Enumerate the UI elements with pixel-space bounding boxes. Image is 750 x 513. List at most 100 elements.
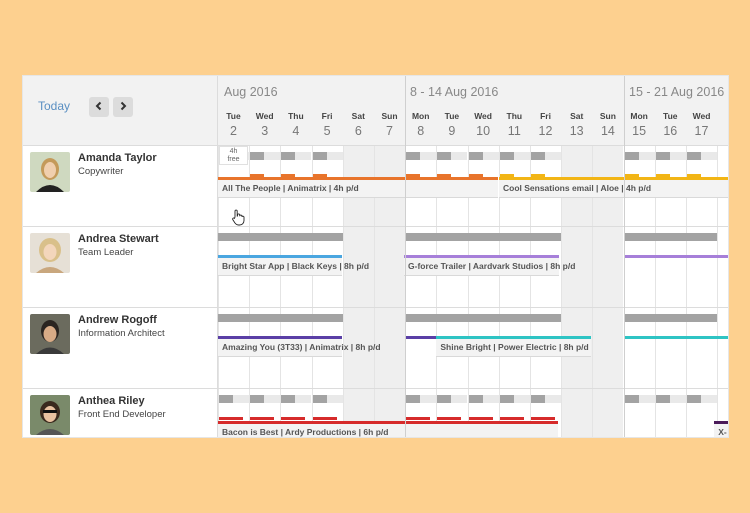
week-label: 15 - 21 Aug 2016 xyxy=(629,85,725,99)
availability-segment xyxy=(623,314,655,322)
day-number: 4 xyxy=(292,124,300,138)
day-number: 6 xyxy=(354,124,362,138)
availability-segment xyxy=(326,395,343,403)
availability-segment xyxy=(654,233,686,241)
availability-segment xyxy=(624,152,639,160)
availability-segment xyxy=(312,152,327,160)
availability-segment xyxy=(264,395,281,403)
project-continuation-strip xyxy=(405,336,437,339)
day-column[interactable] xyxy=(249,146,280,437)
availability-segment xyxy=(405,314,437,322)
day-number: 16 xyxy=(663,124,678,138)
project-assignment-bar[interactable]: Bacon is Best | Ardy Productions | 6h p/… xyxy=(218,421,558,437)
project-assignment-bar[interactable]: All The People | Animatrix | 4h p/d xyxy=(218,177,498,198)
person-name: Anthea Riley xyxy=(78,395,145,407)
availability-segment xyxy=(406,395,421,403)
availability-segment xyxy=(467,233,499,241)
project-assignment-bar[interactable]: Amazing You (3T33) | Animatrix | 8h p/d xyxy=(218,336,381,357)
availability-segment xyxy=(436,233,468,241)
availability-segment xyxy=(531,152,545,160)
allocation-marker xyxy=(468,174,483,177)
availability-segment xyxy=(531,395,545,403)
allocation-marker xyxy=(250,417,275,420)
person-row-andrew-rogoff[interactable]: Andrew Rogoff Information Architect xyxy=(23,308,218,389)
allocation-marker xyxy=(499,174,514,177)
person-row-andrea-stewart[interactable]: Andrea Stewart Team Leader xyxy=(23,227,218,308)
availability-segment xyxy=(233,395,249,403)
scheduler-toolbar: Today xyxy=(23,76,218,146)
next-week-button[interactable] xyxy=(113,97,133,117)
project-label: Cool Sensations email | Aloe | 4h p/d xyxy=(503,183,652,193)
today-button[interactable]: Today xyxy=(38,99,71,113)
availability-segment xyxy=(467,314,499,322)
day-column[interactable] xyxy=(436,146,467,437)
chevron-left-icon xyxy=(94,98,104,116)
project-continuation-strip xyxy=(623,255,728,258)
schedule-row: Amazing You (3T33) | Animatrix | 8h p/d S… xyxy=(218,308,728,389)
availability-segment xyxy=(669,395,686,403)
project-color-strip xyxy=(218,336,342,339)
availability-segment xyxy=(687,395,701,403)
day-name: Sat xyxy=(570,111,584,121)
availability-segment xyxy=(250,395,265,403)
allocation-marker xyxy=(281,417,306,420)
day-name: Sun xyxy=(599,111,616,121)
day-column[interactable] xyxy=(686,146,717,437)
project-assignment-bar[interactable]: X- xyxy=(714,421,728,437)
day-column[interactable] xyxy=(311,146,343,437)
availability-segment xyxy=(498,314,530,322)
day-number: 7 xyxy=(386,124,393,138)
availability-segment xyxy=(264,152,281,160)
availability-segment xyxy=(499,395,514,403)
availability-segment xyxy=(638,395,655,403)
availability-segment xyxy=(686,233,718,241)
day-column[interactable] xyxy=(530,146,561,437)
day-column[interactable] xyxy=(218,146,249,437)
prev-week-button[interactable] xyxy=(89,97,109,117)
availability-segment xyxy=(326,152,343,160)
project-color-strip xyxy=(436,336,592,339)
availability-segment xyxy=(623,233,655,241)
availability-segment xyxy=(249,233,281,241)
day-number: 17 xyxy=(694,124,709,138)
avatar xyxy=(30,152,70,192)
project-assignment-bar[interactable]: Bright Star App | Black Keys | 8h p/d xyxy=(218,255,369,276)
day-name: Fri xyxy=(540,111,551,121)
day-column[interactable] xyxy=(467,146,499,437)
free-hours-label: free xyxy=(227,156,240,163)
person-role: Information Architect xyxy=(78,328,165,339)
allocation-marker xyxy=(312,174,327,177)
day-number: 13 xyxy=(569,124,584,138)
project-color-strip xyxy=(404,255,559,258)
project-assignment-bar[interactable]: Cool Sensations email | Aloe | 4h p/d xyxy=(499,177,728,198)
day-column[interactable] xyxy=(717,146,728,437)
availability-segment xyxy=(530,314,562,322)
availability-segment xyxy=(218,233,250,241)
availability-segment xyxy=(420,395,437,403)
day-column[interactable] xyxy=(280,146,311,437)
project-continuation-strip xyxy=(623,336,728,339)
day-name: Wed xyxy=(692,111,711,121)
availability-segment xyxy=(669,152,686,160)
day-number: 11 xyxy=(507,124,521,138)
project-color-strip xyxy=(218,177,498,180)
day-column[interactable] xyxy=(654,146,686,437)
project-color-strip xyxy=(714,421,728,424)
availability-segment xyxy=(436,314,468,322)
project-label: Bright Star App | Black Keys | 8h p/d xyxy=(222,261,370,271)
day-name: Fri xyxy=(321,111,333,121)
availability-segment xyxy=(281,395,296,403)
project-assignment-bar[interactable]: Shine Bright | Power Electric | 8h p/d xyxy=(436,336,592,357)
person-row-amanda-taylor[interactable]: Amanda Taylor Copywriter xyxy=(23,146,218,227)
person-row-anthea-riley[interactable]: Anthea Riley Front End Developer xyxy=(23,389,218,437)
day-column[interactable] xyxy=(498,146,530,437)
day-number: 9 xyxy=(448,124,456,138)
day-name: Wed xyxy=(474,111,492,121)
allocation-marker xyxy=(250,174,265,177)
allocation-marker xyxy=(437,417,462,420)
week-separator xyxy=(405,76,407,437)
project-assignment-bar[interactable]: G-force Trailer | Aardvark Studios | 8h … xyxy=(404,255,575,276)
day-name: T xyxy=(717,111,728,121)
availability-segment xyxy=(281,152,296,160)
availability-segment xyxy=(654,314,686,322)
